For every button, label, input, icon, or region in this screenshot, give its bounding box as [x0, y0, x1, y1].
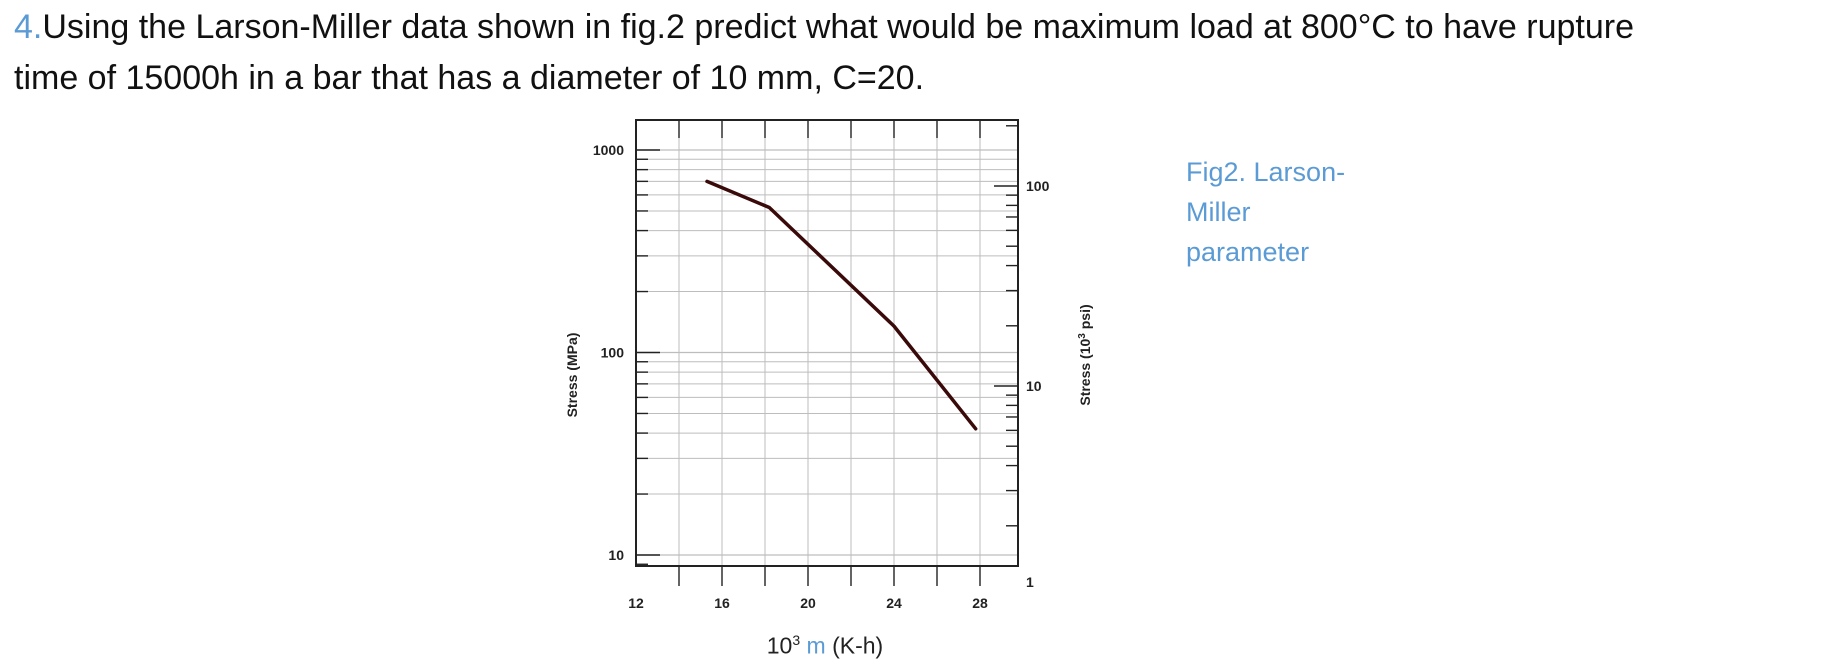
y-tick-label: 100 [601, 345, 625, 361]
y2-tick-label: 100 [1026, 178, 1050, 194]
x-axis-title-exponent: 3 [792, 632, 801, 648]
question-number: 4. [14, 8, 43, 46]
plot-frame [635, 119, 1019, 567]
x-axis-title-base: 10 [766, 632, 793, 659]
x-tick-label: 12 [628, 595, 644, 611]
y2-tick-label: 1 [1026, 574, 1034, 590]
question-line-1: 4.Using the Larson-Miller data shown in … [14, 2, 1824, 53]
x-axis-title: 103 m (K-h) [700, 632, 950, 660]
x-tick-label: 20 [800, 595, 816, 611]
plot-border [635, 119, 1019, 567]
y-tick-label: 10 [608, 547, 624, 563]
x-tick-label: 24 [886, 595, 902, 611]
axis-ticks [636, 120, 1018, 586]
y-tick-label: 1000 [593, 142, 624, 158]
question-text: 4.Using the Larson-Miller data shown in … [14, 2, 1824, 104]
figure-caption-line-1: Fig2. Larson- [1186, 157, 1346, 187]
tick-labels: 12 16 20 24 28 10 100 1000 1 10 100 [593, 142, 1050, 611]
data-series [705, 179, 978, 431]
x-axis-title-unit: (K-h) [832, 632, 884, 659]
y2-axis-title: Stress (103 psi) [1077, 304, 1094, 405]
y-axis-title: Stress (MPa) [564, 333, 580, 418]
y2-tick-label: 10 [1026, 378, 1042, 394]
grid-lines [636, 120, 1018, 566]
figure-caption: Fig2. Larson- Miller parameter [1186, 152, 1376, 272]
figure-caption-line-3: parameter [1186, 237, 1310, 267]
question-line-1-text: Using the Larson-Miller data shown in fi… [42, 8, 1635, 46]
question-line-2: time of 15000h in a bar that has a diame… [14, 59, 925, 97]
x-tick-label: 28 [972, 595, 988, 611]
x-tick-label: 16 [714, 595, 730, 611]
figure-caption-line-2: Miller [1186, 197, 1251, 227]
stress-curve [705, 179, 978, 431]
x-axis-title-symbol: m [806, 632, 826, 659]
